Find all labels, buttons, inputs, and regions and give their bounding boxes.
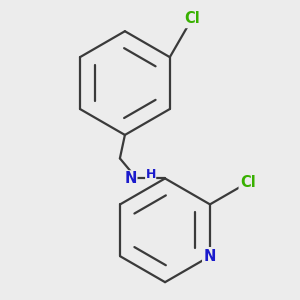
Text: Cl: Cl bbox=[184, 11, 200, 26]
Text: H: H bbox=[146, 168, 156, 181]
Text: N: N bbox=[204, 249, 216, 264]
Text: Cl: Cl bbox=[240, 175, 256, 190]
Text: N: N bbox=[124, 171, 137, 186]
